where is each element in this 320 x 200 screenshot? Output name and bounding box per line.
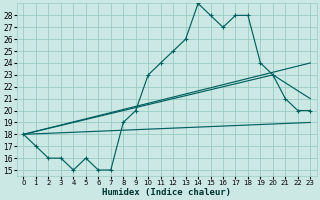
X-axis label: Humidex (Indice chaleur): Humidex (Indice chaleur) bbox=[102, 188, 231, 197]
